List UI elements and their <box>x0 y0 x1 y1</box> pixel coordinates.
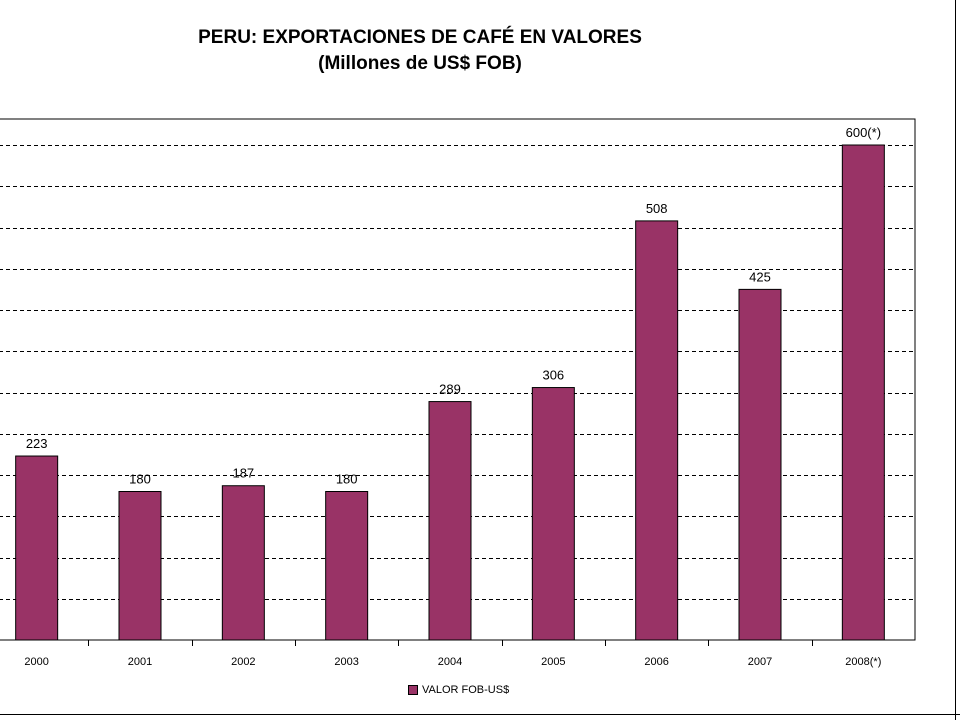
legend-swatch <box>408 685 418 695</box>
data-label: 508 <box>646 201 668 216</box>
bar-2003 <box>325 491 369 641</box>
bar-2007 <box>738 288 782 641</box>
frame-right-border <box>955 0 956 720</box>
x-tick-label: 2000 <box>24 656 48 668</box>
x-tick-label: 2008(*) <box>845 656 881 668</box>
bar-2005 <box>531 387 575 641</box>
data-label: 306 <box>542 368 564 383</box>
legend: VALOR FOB-US$ <box>408 684 509 696</box>
bar-2006 <box>635 220 679 641</box>
x-tick-label: 2003 <box>334 656 358 668</box>
data-label: 187 <box>232 466 254 481</box>
frame-bottom-border <box>0 714 960 715</box>
x-tick-label: 2005 <box>541 656 565 668</box>
x-tick-label: 2004 <box>438 656 462 668</box>
bar-2000 <box>15 455 59 641</box>
x-tick-label: 2002 <box>231 656 255 668</box>
data-label: 600(*) <box>846 125 881 140</box>
bar-2001 <box>118 491 162 641</box>
data-label: 180 <box>336 472 358 487</box>
data-label: 180 <box>129 472 151 487</box>
data-label: 223 <box>26 436 48 451</box>
data-label: 289 <box>439 382 461 397</box>
bar-2002 <box>221 485 265 641</box>
x-tick-label: 2001 <box>128 656 152 668</box>
x-tick-label: 2007 <box>748 656 772 668</box>
x-tick-label: 2006 <box>644 656 668 668</box>
chart-title: PERU: EXPORTACIONES DE CAFÉ EN VALORES <box>198 27 642 48</box>
data-label: 425 <box>749 269 771 284</box>
legend-label: VALOR FOB-US$ <box>422 684 510 696</box>
bar-2004 <box>428 401 472 641</box>
chart-subtitle: (Millones de US$ FOB) <box>318 53 522 74</box>
bar-2008(*) <box>841 144 885 641</box>
